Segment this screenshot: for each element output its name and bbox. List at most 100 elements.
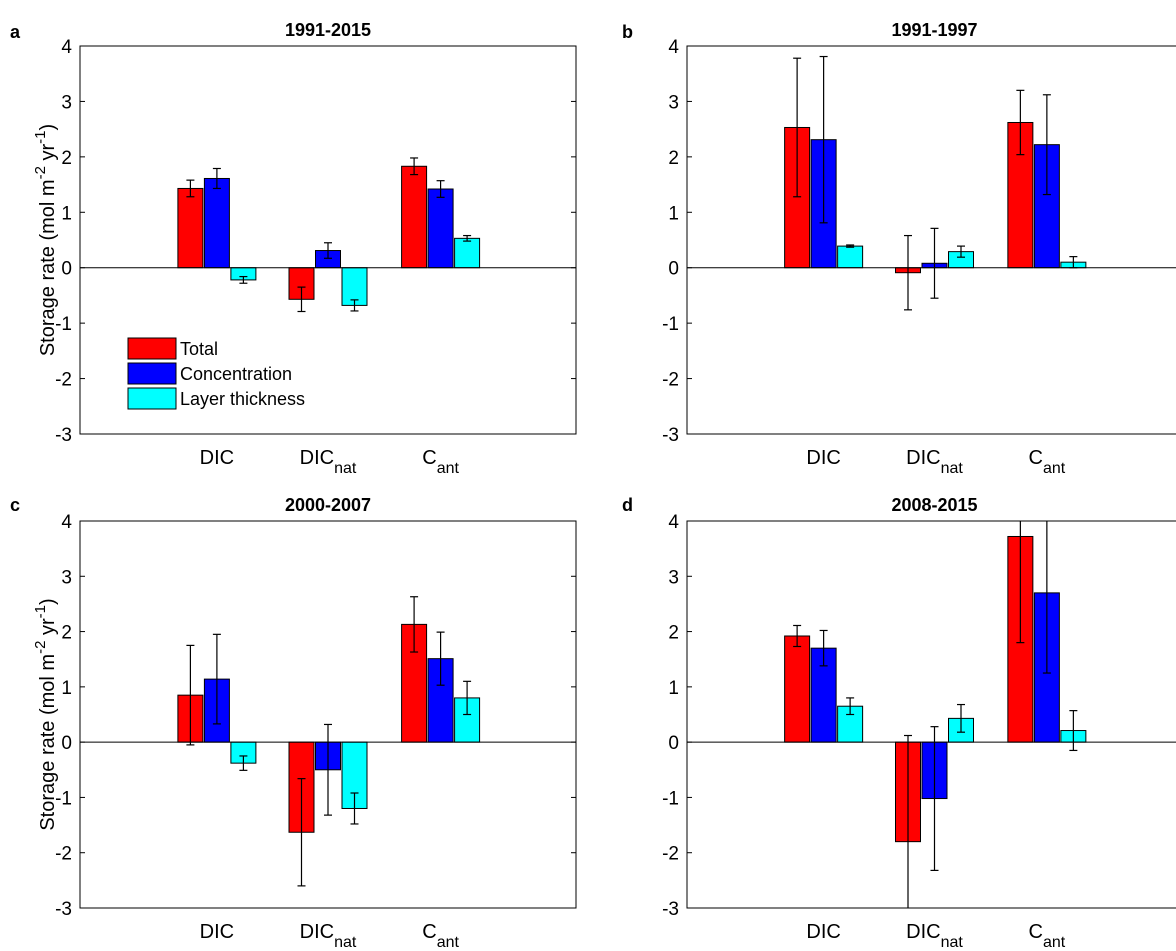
category-subscript: nat xyxy=(334,934,357,951)
error-bar xyxy=(436,631,445,686)
error-bar xyxy=(410,157,419,176)
category-base: C xyxy=(1029,921,1043,943)
bars xyxy=(177,596,481,887)
error-bar xyxy=(297,778,306,887)
x-category-label: Cant xyxy=(422,921,459,951)
y-axis-label: Storage rate (mol m-2 yr-1) xyxy=(32,598,59,830)
category-base: C xyxy=(1029,447,1043,469)
category-base: C xyxy=(422,447,436,469)
chart-title: 1991-1997 xyxy=(891,20,977,40)
category-subscript: nat xyxy=(941,934,964,951)
y-tick-label: 3 xyxy=(668,567,679,588)
bar-layer-thickness xyxy=(341,267,368,306)
x-category-label: Cant xyxy=(1029,921,1066,951)
error-bar xyxy=(846,697,855,716)
legend-swatch xyxy=(127,337,177,360)
error-bar xyxy=(1016,89,1025,156)
error-bar xyxy=(819,55,828,224)
y-tick-label: 0 xyxy=(668,733,679,754)
error-bar xyxy=(463,680,472,716)
y-tick-label: -2 xyxy=(662,844,679,865)
category-subscript: nat xyxy=(941,460,964,477)
error-bar xyxy=(324,242,332,259)
y-tick-label: -2 xyxy=(662,370,679,391)
category-subscript: nat xyxy=(334,460,357,477)
category-base: DIC xyxy=(806,447,840,469)
y-tick-label: -1 xyxy=(55,788,72,809)
legend-swatch xyxy=(127,387,177,410)
y-tick-label: 0 xyxy=(668,259,679,280)
axes-box xyxy=(79,520,577,909)
error-bar xyxy=(1016,521,1025,644)
y-axis-label-part: ) xyxy=(37,124,59,131)
error-bar xyxy=(463,234,472,242)
x-category-label: DICnat xyxy=(906,447,963,477)
legend: Total Concentration Layer thickness xyxy=(127,337,305,410)
y-tick-label: -3 xyxy=(662,425,679,446)
error-bar xyxy=(350,299,359,312)
category-base: DIC xyxy=(906,921,940,943)
y-axis-label-part: -1 xyxy=(32,131,49,144)
bars xyxy=(784,55,1087,311)
category-base: DIC xyxy=(906,447,940,469)
chart-title: 2008-2015 xyxy=(891,495,977,515)
y-tick-label: 0 xyxy=(61,259,72,280)
error-bar xyxy=(1042,94,1051,196)
category-subscript: ant xyxy=(437,460,460,477)
bar-layer-thickness xyxy=(454,237,481,269)
x-category-label: DIC xyxy=(200,921,234,943)
y-tick-label: 4 xyxy=(668,37,679,58)
y-tick-label: 1 xyxy=(668,678,679,699)
x-category-label: Cant xyxy=(1029,447,1066,477)
y-axis-label-part: Storage rate (mol m xyxy=(37,179,59,356)
error-bar xyxy=(904,734,912,908)
y-tick-label: 2 xyxy=(61,623,72,644)
error-bar xyxy=(239,275,248,284)
error-bar xyxy=(297,286,306,313)
legend-label: Layer thickness xyxy=(180,389,305,409)
x-category-label: DIC xyxy=(806,447,840,469)
category-base: DIC xyxy=(200,447,234,469)
y-tick-label: -3 xyxy=(55,899,72,920)
error-bar xyxy=(930,726,939,872)
error-bar xyxy=(957,245,965,258)
error-bar xyxy=(930,227,939,299)
category-base: DIC xyxy=(300,921,334,943)
y-tick-label: 1 xyxy=(61,203,72,224)
category-subscript: ant xyxy=(1043,460,1066,477)
y-axis-label-part: -1 xyxy=(32,605,49,618)
y-tick-label: 3 xyxy=(61,567,72,588)
axes-box xyxy=(79,45,577,435)
y-tick-label: 4 xyxy=(61,37,72,58)
y-tick-label: 4 xyxy=(668,512,679,533)
y-axis-label-part: yr xyxy=(37,618,59,641)
legend-swatch xyxy=(127,362,177,385)
axes-box xyxy=(686,520,1176,909)
error-bar xyxy=(793,57,802,198)
bar-total xyxy=(401,165,428,269)
y-tick-label: 1 xyxy=(61,678,72,699)
error-bar xyxy=(186,644,195,746)
x-category-label: DIC xyxy=(200,447,234,469)
y-tick-label: 2 xyxy=(668,623,679,644)
error-bar xyxy=(212,633,221,725)
x-category-label: DIC xyxy=(806,921,840,943)
error-bar xyxy=(1042,521,1051,674)
y-axis-label-part: Storage rate (mol m xyxy=(37,654,59,831)
y-tick-label: 3 xyxy=(61,92,72,113)
panel-letter: b xyxy=(622,22,633,42)
axes-box xyxy=(686,45,1176,435)
y-tick-label: -3 xyxy=(55,425,72,446)
y-tick-label: -2 xyxy=(55,844,72,865)
error-bar xyxy=(350,792,359,825)
y-tick-label: 2 xyxy=(668,148,679,169)
bar-concentration xyxy=(427,188,454,269)
bar-total xyxy=(177,187,204,269)
y-tick-label: 2 xyxy=(61,148,72,169)
error-bar xyxy=(846,244,855,248)
category-subscript: ant xyxy=(437,934,460,951)
